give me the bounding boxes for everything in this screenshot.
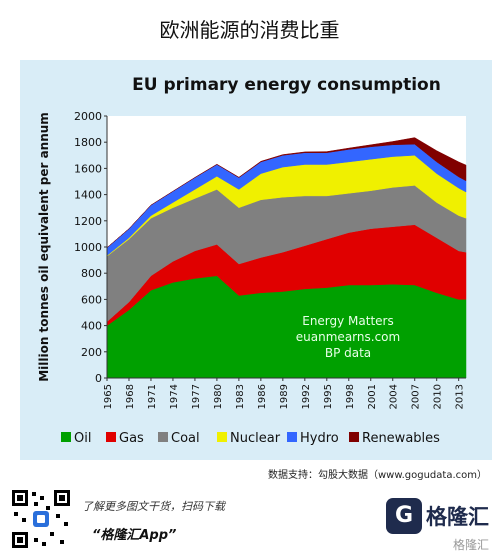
area-series-renewables bbox=[106, 137, 467, 248]
x-tick-label: 1974 bbox=[169, 384, 180, 409]
legend-label-hydro: Hydro bbox=[300, 431, 339, 446]
chart-annotation-line: Energy Matters bbox=[302, 314, 394, 328]
y-tick-label: 400 bbox=[81, 320, 102, 333]
y-axis-label: Million tonnes oil equivalent per annum bbox=[37, 112, 51, 382]
legend-label-renewables: Renewables bbox=[362, 431, 440, 446]
x-tick-label: 1977 bbox=[191, 384, 202, 409]
legend-label-coal: Coal bbox=[171, 431, 200, 446]
x-tick-label: 2001 bbox=[367, 384, 378, 409]
legend-swatch-oil bbox=[61, 432, 71, 442]
legend-label-oil: Oil bbox=[74, 431, 91, 446]
x-tick-label: 1992 bbox=[301, 384, 312, 409]
x-tick-label: 1980 bbox=[213, 384, 224, 409]
x-tick-label: 1983 bbox=[235, 384, 246, 409]
legend-label-gas: Gas bbox=[119, 431, 144, 446]
x-tick-label: 1971 bbox=[147, 384, 158, 409]
x-tick-label: 1998 bbox=[345, 384, 356, 409]
legend-swatch-gas bbox=[106, 432, 116, 442]
x-tick-label: 2013 bbox=[455, 384, 466, 409]
data-source-note: 数据支持：勾股大数据（www.gogudata.com） bbox=[267, 470, 487, 481]
legend-label-nuclear: Nuclear bbox=[230, 431, 281, 446]
brand-logo: G 格隆汇 bbox=[386, 498, 489, 534]
y-tick-label: 0 bbox=[95, 372, 102, 385]
x-tick-label: 1968 bbox=[125, 384, 136, 409]
y-tick-label: 1000 bbox=[74, 241, 102, 254]
x-tick-label: 2010 bbox=[433, 384, 444, 409]
watermark: 格隆汇 bbox=[452, 538, 489, 552]
qr-code-graphic bbox=[10, 488, 72, 550]
legend-swatch-coal bbox=[158, 432, 168, 442]
chart-svg: EU primary energy consumption 0 200 400 600 8… bbox=[37, 75, 467, 446]
x-tick-label: 1989 bbox=[279, 384, 290, 409]
brand-name: 格隆汇 bbox=[426, 505, 489, 529]
x-tick-label: 1995 bbox=[323, 384, 334, 409]
y-tick-label: 1800 bbox=[74, 136, 102, 149]
y-tick-label: 200 bbox=[81, 346, 102, 359]
x-tick-label: 1986 bbox=[257, 384, 268, 409]
y-tick-label: 1200 bbox=[74, 215, 102, 228]
footer-download-hint: 了解更多图文干货，扫码下载 bbox=[82, 500, 225, 513]
chart-panel: EU primary energy consumption 0 200 400 600 8… bbox=[20, 60, 492, 460]
y-tick-label: 1600 bbox=[74, 162, 102, 175]
y-tick-label: 2000 bbox=[74, 110, 102, 123]
footer: 了解更多图文干货，扫码下载 “格隆汇App” G 格隆汇 格隆汇 bbox=[0, 480, 499, 560]
qr-code-icon[interactable] bbox=[10, 488, 72, 550]
legend-swatch-hydro bbox=[287, 432, 297, 442]
y-tick-label: 600 bbox=[81, 293, 102, 306]
x-tick-label: 1965 bbox=[103, 384, 114, 409]
y-tick-label: 800 bbox=[81, 267, 102, 280]
page-title: 欧洲能源的消费比重 bbox=[159, 18, 340, 42]
chart-annotation-line: euanmearns.com bbox=[296, 330, 400, 344]
x-tick-label: 2007 bbox=[411, 384, 422, 409]
x-tick-label: 2004 bbox=[389, 384, 400, 409]
brand-mark-icon: G bbox=[386, 498, 422, 534]
footer-app-name: “格隆汇App” bbox=[92, 528, 177, 543]
chart-title: EU primary energy consumption bbox=[132, 75, 441, 95]
legend-swatch-renewables bbox=[349, 432, 359, 442]
legend-swatch-nuclear bbox=[217, 432, 227, 442]
y-tick-label: 1400 bbox=[74, 189, 102, 202]
chart-annotation-line: BP data bbox=[325, 346, 371, 360]
